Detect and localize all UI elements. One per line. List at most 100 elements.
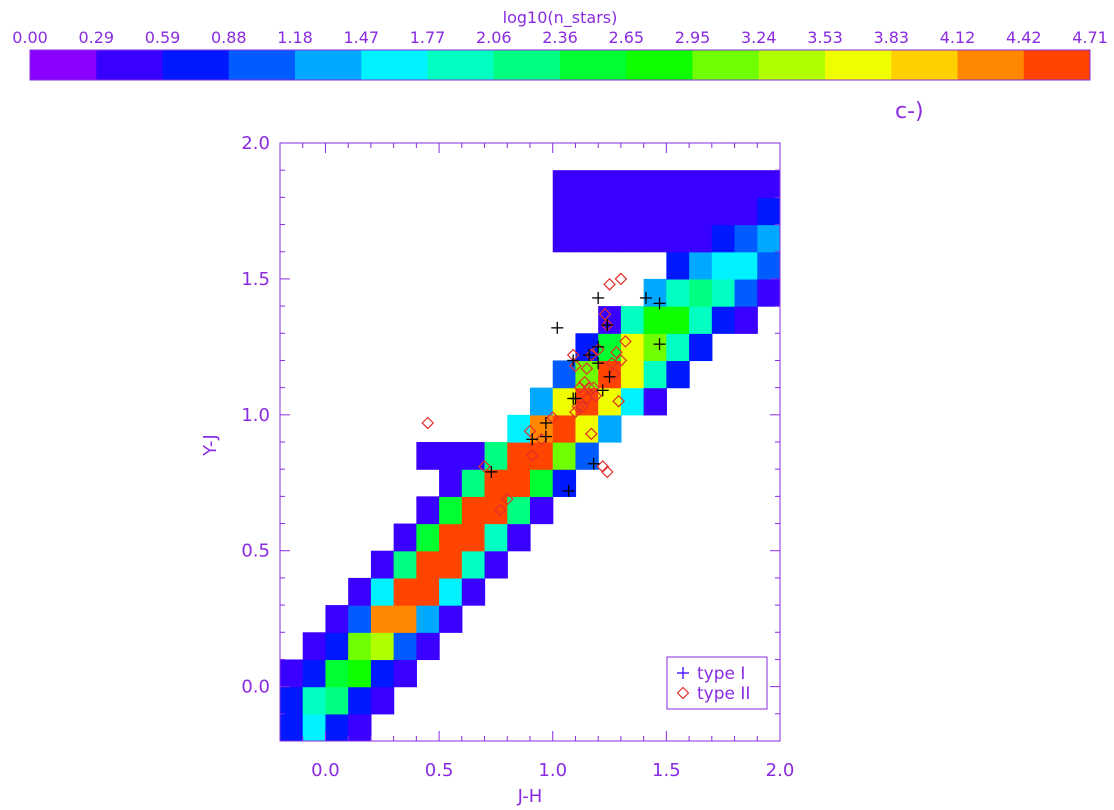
- density-cell: [484, 469, 508, 497]
- density-cell: [552, 442, 577, 470]
- density-cell: [620, 387, 645, 416]
- type-ii-marker: [573, 381, 587, 394]
- colorbar-cell: [891, 50, 958, 80]
- y-tick-labels: 0.0 0.5 1.0 1.5 2.0: [241, 133, 270, 698]
- colorbar-cell: [295, 50, 362, 80]
- density-cell: [484, 550, 508, 579]
- density-cell: [393, 550, 417, 579]
- density-cell: [302, 713, 327, 741]
- density-cell: [575, 414, 599, 443]
- density-cell: [552, 197, 577, 226]
- type-ii-marker: [589, 389, 603, 403]
- density-cell: [416, 442, 440, 470]
- type-ii-marker: [421, 416, 435, 430]
- density-cell: [734, 170, 758, 198]
- density-cell: [348, 632, 372, 661]
- density-cell: [689, 170, 713, 198]
- type-i-marker: [592, 291, 605, 304]
- type-ii-marker: [605, 356, 619, 370]
- density-cell: [711, 197, 736, 226]
- density-cell: [393, 632, 417, 661]
- density-cell: [302, 659, 327, 688]
- colorbar-tick-label: 1.47: [343, 28, 379, 47]
- density-cell: [620, 360, 645, 389]
- density-cell: [643, 278, 667, 307]
- colorbar-tick-label: 1.18: [277, 28, 313, 47]
- density-cell: [734, 224, 758, 253]
- density-cell: [552, 360, 577, 389]
- density-cell: [461, 442, 486, 470]
- x-tick-label: 2.0: [766, 760, 795, 781]
- colorbar-cells: [30, 50, 1091, 80]
- density-cell: [552, 414, 577, 443]
- density-cell: [711, 278, 736, 307]
- type-ii-marker: [571, 400, 585, 414]
- type-ii-marker: [610, 345, 623, 359]
- density-cell: [620, 333, 645, 362]
- density-cell: [757, 197, 780, 226]
- colorbar-cell: [162, 50, 230, 80]
- density-cell: [575, 442, 599, 470]
- type-i-marker: [592, 357, 605, 370]
- colorbar-tick-label: 4.12: [940, 28, 976, 47]
- y-tick-label: 0.5: [241, 541, 270, 562]
- colorbar-tick-label: 0.59: [145, 28, 181, 47]
- density-cell: [620, 197, 645, 226]
- type-ii-marker: [607, 367, 621, 381]
- density-cell: [484, 442, 508, 470]
- colorbar-tick-label: 1.77: [410, 28, 446, 47]
- density-cell: [598, 197, 622, 226]
- density-cell: [416, 496, 440, 525]
- density-cell: [552, 387, 577, 416]
- density-cell: [461, 469, 486, 497]
- density-cell: [370, 550, 395, 579]
- density-cell: [666, 360, 690, 389]
- density-cell: [530, 442, 554, 470]
- density-cell: [689, 306, 713, 334]
- density-cell: [666, 224, 690, 253]
- colorbar-cell: [626, 50, 693, 80]
- density-cell: [530, 469, 554, 497]
- density-cell: [302, 632, 327, 661]
- y-axis-label: Y-J: [200, 434, 221, 457]
- type-ii-marker: [598, 307, 612, 321]
- type-ii-marker: [614, 354, 628, 367]
- colorbar-tick-label: 2.06: [476, 28, 512, 47]
- density-cell: [711, 170, 736, 198]
- density-cell: [666, 278, 690, 307]
- density-cell: [734, 197, 758, 226]
- density-cell: [348, 577, 372, 606]
- type-i-marker: [603, 370, 616, 383]
- colorbar-cell: [1023, 50, 1091, 80]
- colorbar-tick-labels: 0.00 0.29 0.59 0.88 1.18 1.47 1.77 2.06 2.36 2.65…: [12, 28, 1108, 47]
- density-cell: [370, 632, 395, 661]
- annotation-label: c-): [895, 99, 924, 124]
- colorbar-tick-label: 2.36: [542, 28, 578, 47]
- density-cell: [530, 414, 554, 443]
- density-cell: [620, 224, 645, 253]
- colorbar-tick-label: 4.42: [1006, 28, 1042, 47]
- colorbar-cell: [228, 50, 296, 80]
- density-cell: [416, 632, 440, 661]
- colorbar-tick-label: 3.24: [741, 28, 777, 47]
- colorbar-tick-label: 2.65: [608, 28, 644, 47]
- density-cell: [666, 333, 690, 362]
- density-cell: [348, 659, 372, 688]
- type-i-marker: [601, 319, 614, 332]
- y-tick-label: 2.0: [241, 133, 270, 154]
- type-ii-marker: [580, 392, 594, 405]
- type-ii-marker: [600, 465, 614, 479]
- type-ii-marker: [585, 348, 598, 362]
- density-cell: [507, 523, 531, 552]
- density-cell: [507, 414, 531, 443]
- colorbar-tick-label: 3.53: [807, 28, 843, 47]
- type-i-marker: [653, 338, 666, 351]
- colorbar-cell: [493, 50, 561, 80]
- density-cell: [666, 170, 690, 198]
- x-tick-labels: 0.0 0.5 1.0 1.5 2.0: [311, 760, 794, 781]
- density-cell: [461, 496, 486, 525]
- density-map: [280, 170, 780, 741]
- density-cell: [757, 251, 780, 280]
- density-cell: [484, 496, 508, 525]
